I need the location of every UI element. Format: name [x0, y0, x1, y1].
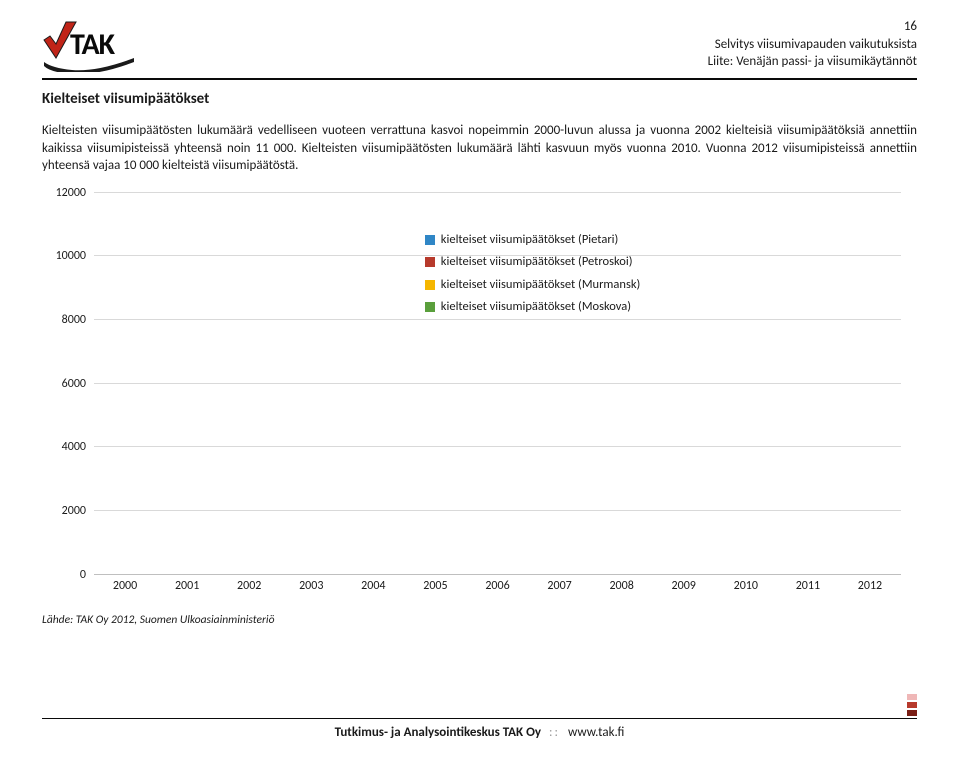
- footer-org: Tutkimus- ja Analysointikeskus TAK Oy: [335, 725, 541, 740]
- page-root: TAK 16 Selvitys viisumivapauden vaikutuk…: [0, 0, 959, 760]
- legend-label: kielteiset viisumipäätökset (Moskova): [441, 296, 631, 319]
- legend-item: kielteiset viisumipäätökset (Murmansk): [425, 274, 641, 297]
- header-rule: [42, 78, 917, 80]
- chart-plot-area: kielteiset viisumipäätökset (Pietari) kie…: [94, 193, 901, 575]
- body-text: Kielteisten viisumipäätösten lukumäärä v…: [42, 122, 917, 175]
- chart-gridline: [94, 383, 901, 384]
- footer-row: Tutkimus- ja Analysointikeskus TAK Oy ::…: [42, 725, 917, 740]
- x-tick-label: 2007: [547, 579, 571, 593]
- legend-swatch-icon: [425, 257, 435, 267]
- legend-label: kielteiset viisumipäätökset (Murmansk): [441, 274, 641, 297]
- x-tick-label: 2010: [734, 579, 758, 593]
- legend-swatch-icon: [425, 280, 435, 290]
- y-tick-label: 4000: [42, 440, 86, 454]
- x-tick-label: 2006: [485, 579, 509, 593]
- header-right: 16 Selvitys viisumivapauden vaikutuksist…: [708, 18, 917, 71]
- header: TAK 16 Selvitys viisumivapauden vaikutuk…: [42, 18, 917, 72]
- x-axis-ticks: 2000 2001 2002 2003 2004 2005 2006 2007 2008 2009…: [94, 579, 901, 599]
- y-tick-label: 12000: [42, 186, 86, 200]
- chart-gridline: [94, 192, 901, 193]
- legend-item: kielteiset viisumipäätökset (Pietari): [425, 229, 641, 252]
- footer-dec-square: [907, 702, 917, 708]
- x-tick-label: 2000: [113, 579, 137, 593]
- y-tick-label: 10000: [42, 249, 86, 263]
- header-line-2: Liite: Venäjän passi- ja viisumikäytännö…: [708, 53, 917, 71]
- chart-gridline: [94, 255, 901, 256]
- header-line-1: Selvitys viisumivapauden vaikutuksista: [708, 36, 917, 54]
- legend-swatch-icon: [425, 302, 435, 312]
- x-tick-label: 2001: [175, 579, 199, 593]
- x-tick-label: 2002: [237, 579, 261, 593]
- legend-item: kielteiset viisumipäätökset (Moskova): [425, 296, 641, 319]
- logo: TAK: [42, 18, 136, 72]
- footer-rule: [42, 718, 917, 719]
- x-tick-label: 2008: [609, 579, 633, 593]
- chart-gridline: [94, 446, 901, 447]
- y-tick-label: 8000: [42, 313, 86, 327]
- y-axis-ticks: 020004000600080001000012000: [42, 193, 94, 575]
- chart-gridline: [94, 319, 901, 320]
- chart: 0 2000 4000 6000 8000 10000 12000 kielteiset v…: [42, 187, 907, 607]
- legend-label: kielteiset viisumipäätökset (Pietari): [441, 229, 619, 252]
- chart-gridline: [94, 510, 901, 511]
- y-tick-label: 6000: [42, 377, 86, 391]
- footer-separator: ::: [549, 725, 560, 740]
- footer-url: www.tak.fi: [568, 725, 624, 740]
- x-tick-label: 2005: [423, 579, 447, 593]
- chart-legend: kielteiset viisumipäätökset (Pietari) kie…: [417, 223, 649, 325]
- x-tick-label: 2003: [299, 579, 323, 593]
- footer-decoration-icon: [907, 694, 917, 716]
- y-tick-label: 0: [42, 568, 86, 582]
- x-tick-label: 2004: [361, 579, 385, 593]
- legend-swatch-icon: [425, 235, 435, 245]
- footer-dec-square: [907, 710, 917, 716]
- source-text: Lähde: TAK Oy 2012, Suomen Ulkoasiainmin…: [42, 613, 917, 627]
- y-tick-label: 2000: [42, 504, 86, 518]
- section-title: Kielteiset viisumipäätökset: [42, 90, 917, 108]
- footer-dec-square: [907, 694, 917, 700]
- x-tick-label: 2011: [796, 579, 820, 593]
- logo-text: TAK: [70, 26, 114, 63]
- x-tick-label: 2012: [858, 579, 882, 593]
- footer: Tutkimus- ja Analysointikeskus TAK Oy ::…: [42, 718, 917, 740]
- x-tick-label: 2009: [672, 579, 696, 593]
- page-number: 16: [708, 18, 917, 36]
- chart-gridline: [94, 574, 901, 575]
